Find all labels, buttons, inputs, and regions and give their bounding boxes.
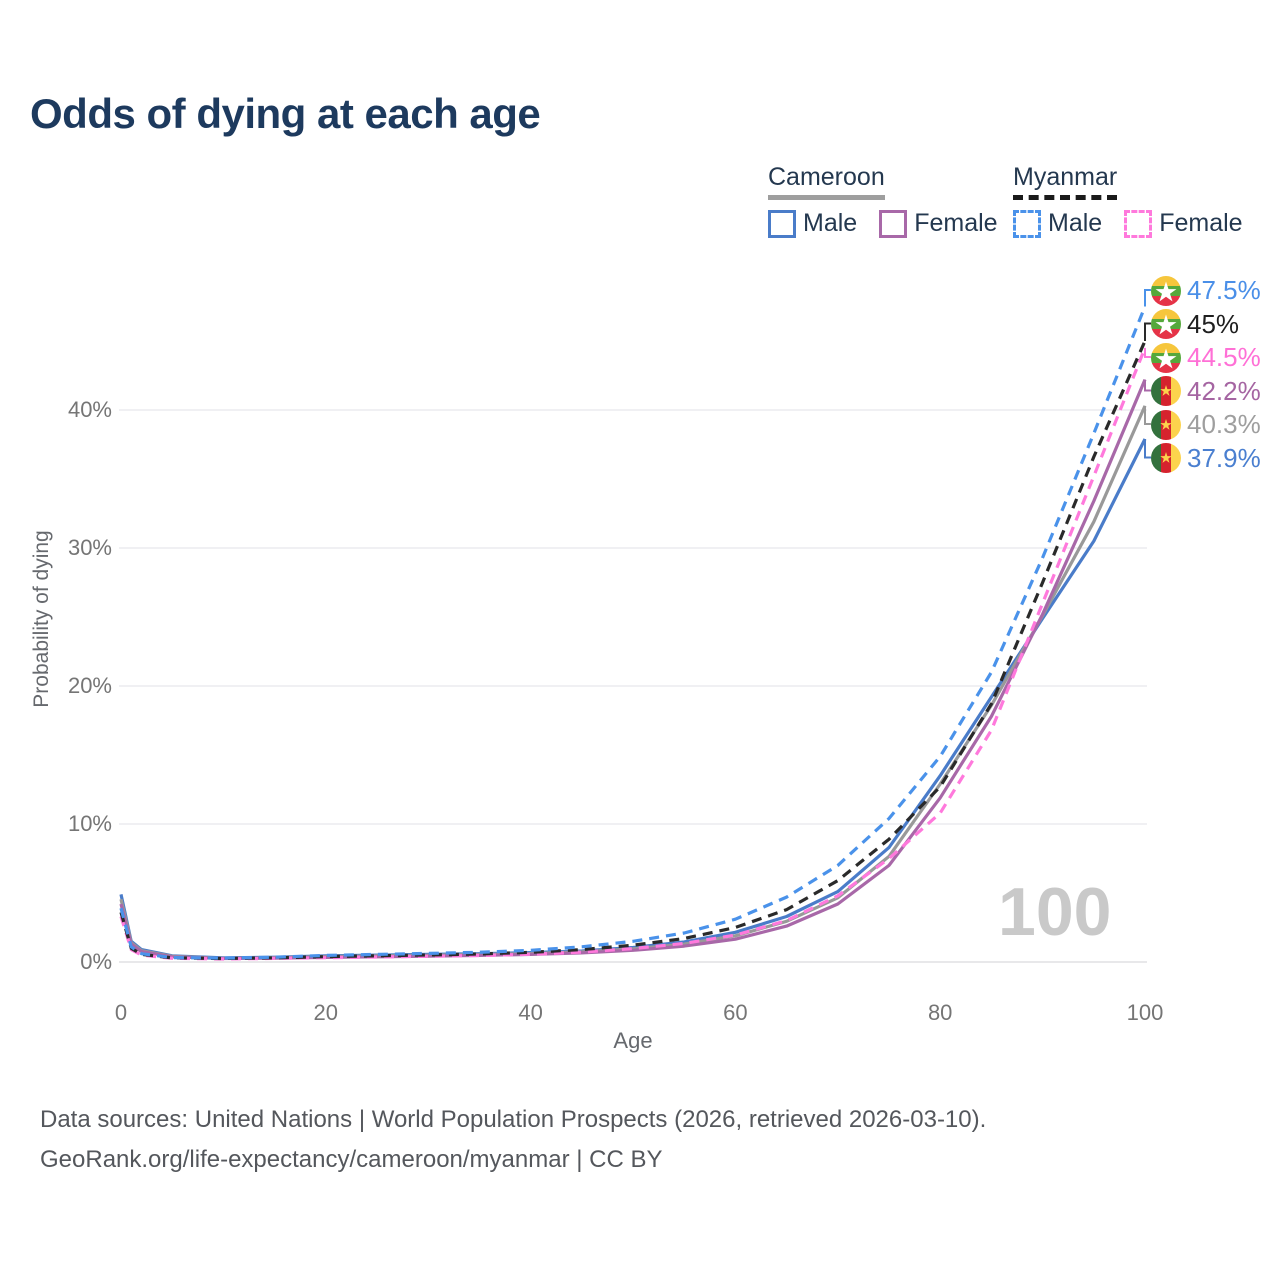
end-label-cameroon: 40.3% [1151, 409, 1261, 440]
end-label-value: 47.5% [1187, 275, 1261, 305]
footer-sources: Data sources: United Nations | World Pop… [40, 1106, 987, 1133]
y-tick-label-20%: 20% [67, 673, 112, 698]
end-label-connector-cameroon-female [1144, 379, 1151, 392]
legend-group-label: Myanmar [1013, 163, 1118, 200]
legend-group-title: Cameroon [768, 163, 998, 200]
legend-item-label: Female [1159, 209, 1243, 237]
series-line-myanmar-male[interactable] [119, 305, 1147, 960]
x-tick-label-40: 40 [518, 1000, 543, 1025]
footer-attribution: GeoRank.org/life-expectancy/cameroon/mya… [40, 1146, 663, 1173]
legend-swatch-icon [1013, 209, 1041, 238]
legend-group-title: Myanmar [1013, 163, 1243, 200]
end-label-cameroon-male: 37.9% [1151, 443, 1261, 474]
end-label-connector-myanmar-male [1144, 289, 1151, 307]
legend-item-myanmar-male[interactable]: Male [1013, 209, 1102, 238]
end-label-value: 44.5% [1187, 342, 1261, 372]
x-tick-label-60: 60 [723, 1000, 748, 1025]
end-label-value: 45% [1187, 308, 1240, 339]
cameroon-flag-icon [1151, 443, 1181, 473]
page-title: Odds of dying at each age [30, 90, 541, 137]
series-line-cameroon-male[interactable] [119, 438, 1147, 960]
end-label-connector-myanmar-female [1144, 347, 1151, 358]
series-line-myanmar-female[interactable] [119, 347, 1147, 961]
y-tick-label-40%: 40% [67, 397, 112, 422]
end-label-value: 42.2% [1187, 375, 1261, 406]
series-line-cameroon[interactable] [119, 405, 1147, 960]
end-label-value: 37.9% [1187, 442, 1261, 473]
legend-item-cameroon-male[interactable]: Male [768, 209, 857, 238]
end-label-connector-cameroon [1144, 405, 1151, 425]
myanmar-flag-icon [1151, 309, 1181, 339]
legend-item-label: Male [803, 209, 858, 237]
end-label-myanmar-female: 44.5% [1151, 342, 1261, 373]
legend-item-label: Female [914, 209, 998, 237]
legend-items: Male Female [1013, 209, 1243, 238]
myanmar-flag-icon [1151, 342, 1181, 373]
series-line-cameroon-female[interactable] [119, 378, 1147, 961]
end-label-value: 40.3% [1187, 409, 1261, 439]
legend-group-myanmar: Myanmar Male Female [1013, 163, 1243, 238]
cameroon-flag-icon [1151, 409, 1181, 440]
legend-swatch-icon [1124, 209, 1153, 238]
end-label-cameroon-female: 42.2% [1151, 376, 1261, 407]
legend-swatch-icon [768, 209, 796, 238]
x-tick-label-0: 0 [114, 1000, 128, 1025]
y-tick-label-30%: 30% [67, 535, 112, 560]
x-tick-label-20: 20 [313, 1000, 339, 1025]
x-tick-label-100: 100 [1126, 1000, 1164, 1025]
legend-item-label: Male [1048, 209, 1103, 237]
legend-item-myanmar-female[interactable]: Female [1124, 209, 1243, 238]
myanmar-flag-icon [1151, 275, 1181, 306]
x-tick-label-80: 80 [927, 1000, 953, 1025]
legend-item-cameroon-female[interactable]: Female [879, 209, 998, 238]
cameroon-flag-icon [1151, 376, 1181, 406]
y-tick-label-0%: 0% [80, 949, 112, 974]
legend-group-cameroon: Cameroon Male Female [768, 163, 998, 238]
age-watermark: 100 [998, 874, 1112, 950]
end-label-connector-myanmar [1144, 322, 1151, 341]
end-label-myanmar-male: 47.5% [1151, 275, 1261, 306]
legend-items: Male Female [768, 209, 998, 238]
end-label-connector-cameroon-male [1144, 439, 1151, 459]
x-axis-title: Age [613, 1028, 653, 1053]
legend-swatch-icon [879, 209, 908, 238]
series-line-myanmar[interactable] [119, 340, 1147, 961]
legend-group-label: Cameroon [768, 163, 885, 200]
end-label-myanmar: 45% [1151, 309, 1239, 340]
y-tick-label-10%: 10% [67, 811, 112, 836]
